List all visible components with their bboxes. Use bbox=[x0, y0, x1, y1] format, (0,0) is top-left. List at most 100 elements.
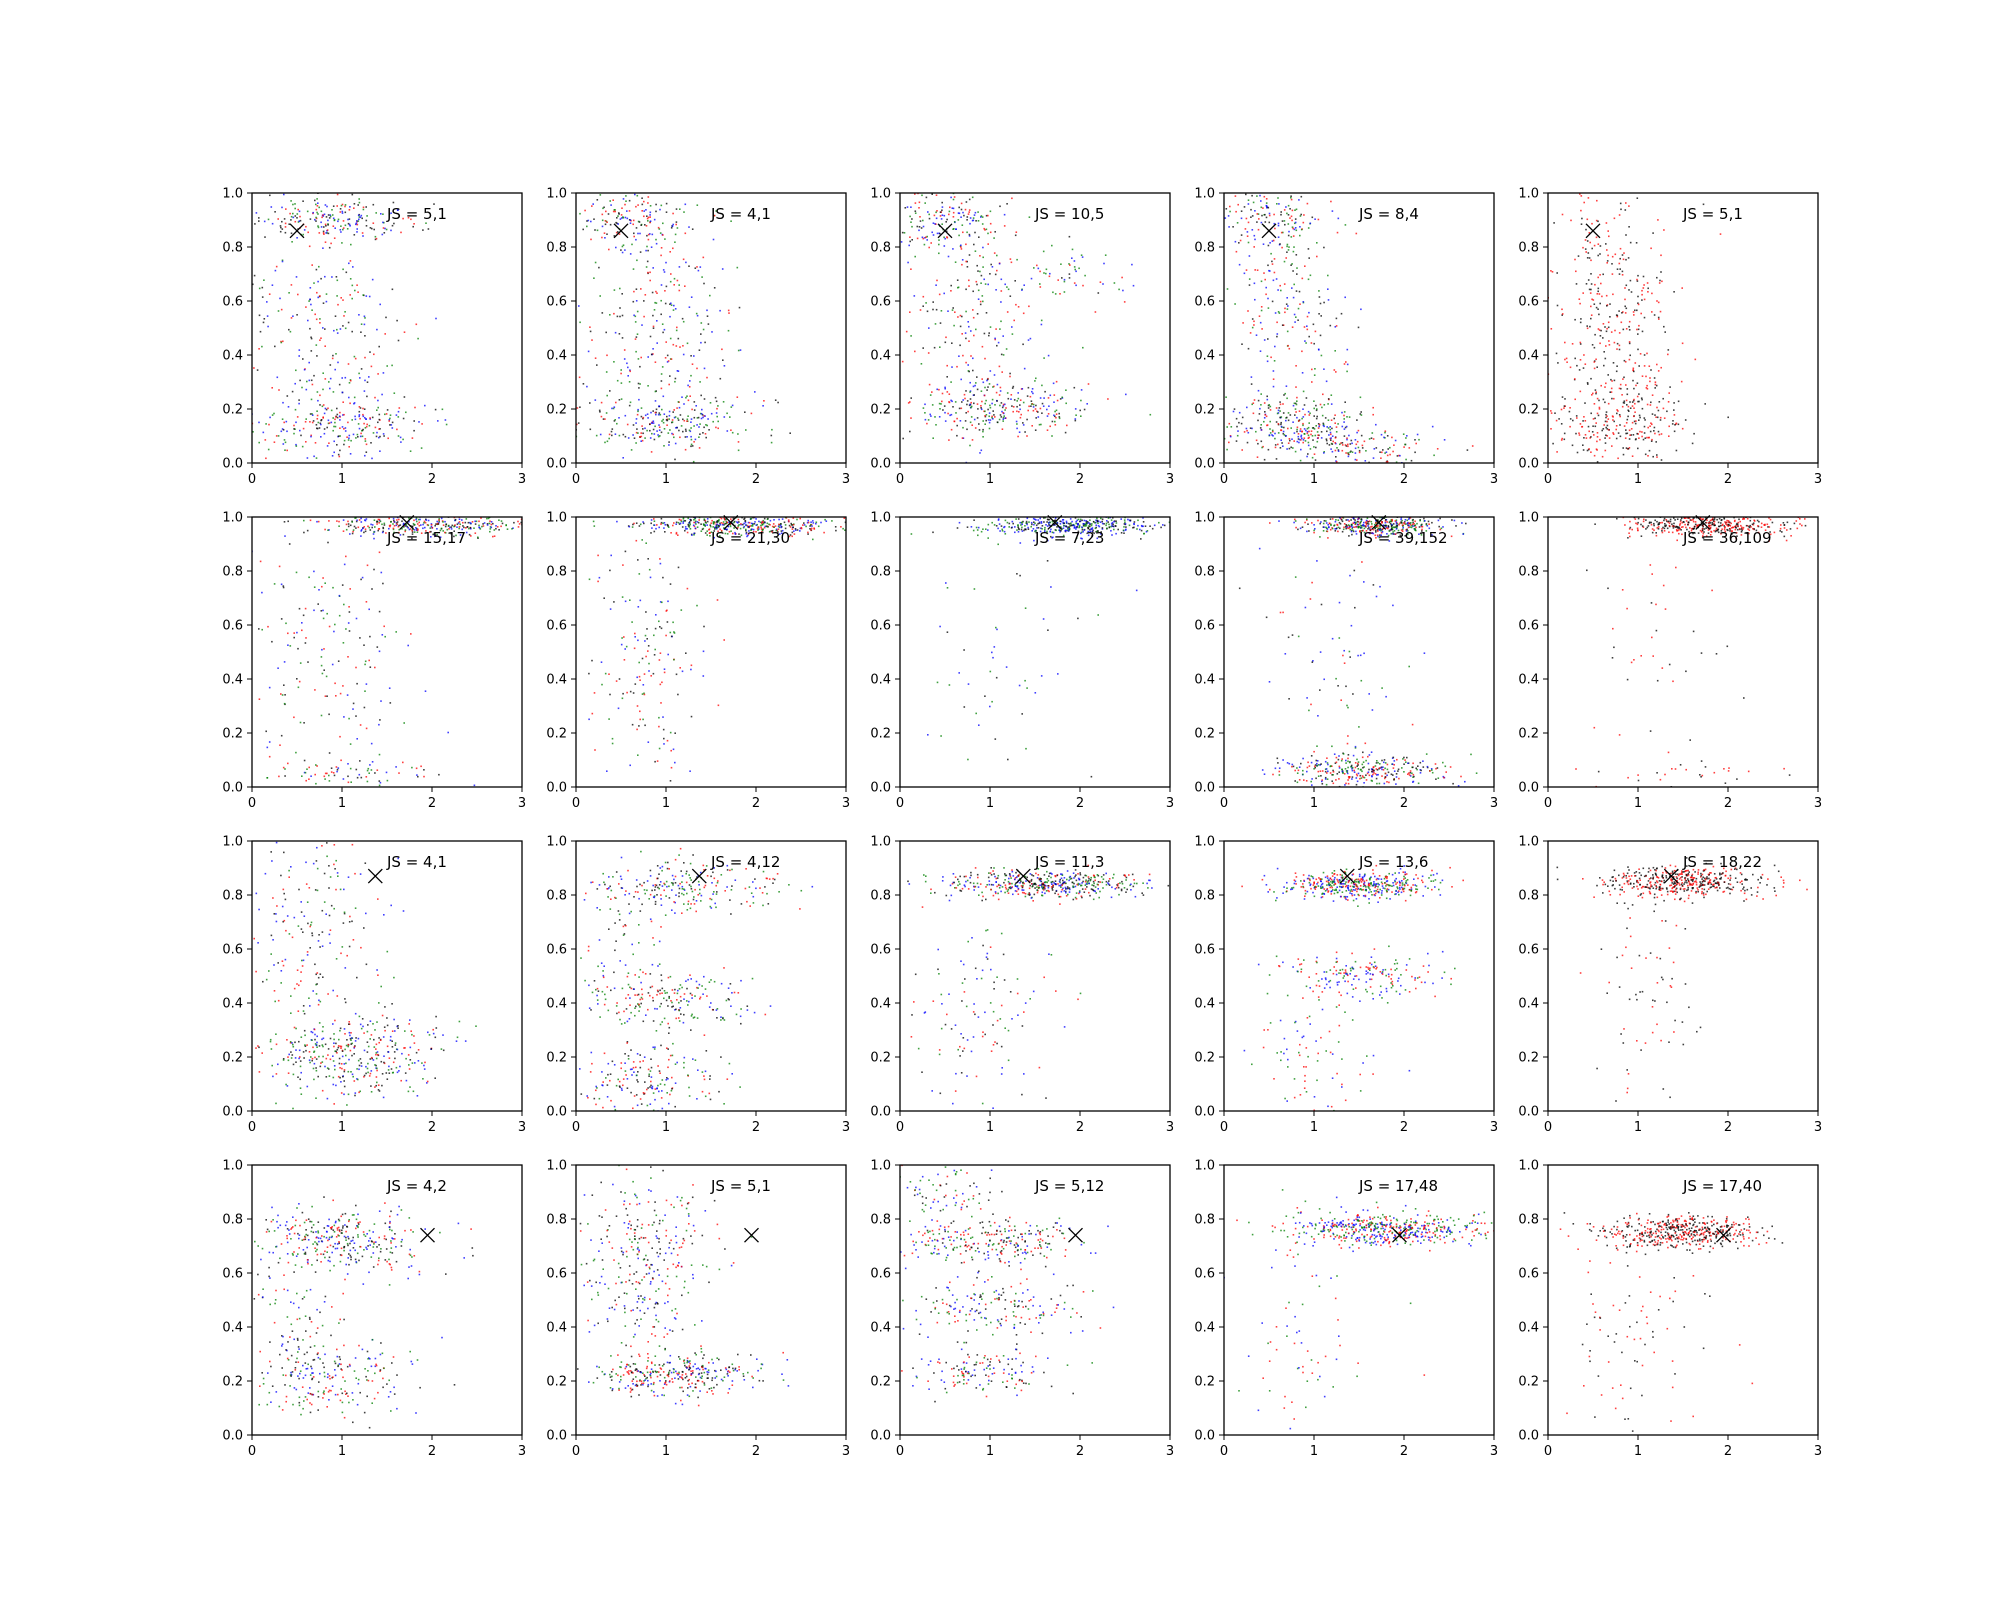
scatter-point bbox=[593, 525, 596, 527]
scatter-point bbox=[1246, 406, 1248, 409]
scatter-point bbox=[306, 210, 309, 213]
scatter-point bbox=[1236, 434, 1239, 437]
scatter-point bbox=[1303, 214, 1305, 216]
scatter-point bbox=[621, 637, 623, 639]
scatter-point bbox=[404, 530, 406, 533]
scatter-point bbox=[1303, 428, 1306, 430]
scatter-point bbox=[576, 423, 578, 426]
scatter-point bbox=[1609, 391, 1611, 393]
scatter-point bbox=[935, 194, 938, 196]
scatter-point bbox=[330, 771, 333, 773]
y-tick-label: 0.4 bbox=[222, 673, 243, 688]
scatter-point bbox=[338, 525, 340, 527]
scatter-point bbox=[1619, 247, 1622, 250]
scatter-point bbox=[1238, 242, 1240, 244]
scatter-point bbox=[939, 408, 941, 410]
scatter-point bbox=[1251, 318, 1254, 320]
scatter-point bbox=[1286, 243, 1289, 246]
scatter-point bbox=[661, 323, 664, 325]
scatter-point bbox=[314, 218, 316, 221]
y-tick-label: 0.0 bbox=[546, 457, 567, 472]
y-tick-label: 1.0 bbox=[222, 187, 243, 202]
scatter-point bbox=[775, 528, 778, 531]
scatter-point bbox=[1633, 370, 1635, 373]
scatter-point bbox=[1246, 231, 1249, 233]
scatter-point bbox=[1014, 234, 1017, 237]
scatter-point bbox=[310, 775, 312, 777]
js-annotation: JS = 15,17 bbox=[386, 529, 466, 547]
scatter-point bbox=[640, 224, 642, 226]
x-tick-label: 3 bbox=[1166, 472, 1174, 487]
scatter-point bbox=[1306, 328, 1309, 331]
scatter-point bbox=[1236, 425, 1238, 428]
scatter-point bbox=[1681, 287, 1683, 289]
scatter-point bbox=[356, 511, 358, 513]
scatter-point bbox=[265, 457, 267, 460]
scatter-point bbox=[470, 522, 472, 525]
scatter-point bbox=[914, 202, 917, 204]
x-tick-label: 0 bbox=[1544, 472, 1552, 487]
scatter-point bbox=[438, 519, 440, 521]
scatter-point bbox=[686, 528, 688, 530]
scatter-point bbox=[1595, 306, 1598, 309]
scatter-point bbox=[1590, 283, 1593, 285]
scatter-point bbox=[1315, 404, 1317, 407]
scatter-point bbox=[613, 361, 615, 363]
scatter-point bbox=[1260, 221, 1263, 224]
scatter-point bbox=[705, 436, 707, 439]
scatter-point bbox=[358, 314, 360, 316]
scatter-point bbox=[1631, 421, 1634, 424]
scatter-point bbox=[675, 221, 678, 223]
scatter-point bbox=[305, 441, 307, 443]
scatter-point bbox=[1074, 408, 1077, 410]
scatter-point bbox=[807, 531, 809, 534]
scatter-point bbox=[645, 542, 647, 544]
scatter-point bbox=[1254, 269, 1256, 271]
scatter-point bbox=[415, 517, 418, 520]
scatter-point bbox=[442, 524, 445, 526]
scatter-point bbox=[695, 809, 697, 811]
scatter-point bbox=[728, 510, 730, 512]
scatter-point bbox=[740, 523, 742, 526]
scatter-point bbox=[341, 210, 344, 213]
scatter-point bbox=[1618, 273, 1621, 275]
scatter-point bbox=[652, 410, 654, 412]
scatter-point bbox=[382, 372, 385, 374]
scatter-point bbox=[283, 521, 286, 523]
scatter-point bbox=[316, 198, 318, 200]
scatter-point bbox=[1245, 269, 1248, 271]
scatter-point bbox=[281, 259, 284, 262]
scatter-point bbox=[1626, 432, 1629, 435]
scatter-point bbox=[1667, 353, 1669, 356]
scatter-point bbox=[1075, 284, 1077, 287]
scatter-point bbox=[796, 529, 799, 531]
scatter-point bbox=[1258, 413, 1261, 415]
scatter-point bbox=[310, 350, 313, 352]
scatter-point bbox=[1054, 420, 1056, 423]
scatter-point bbox=[380, 571, 383, 574]
scatter-point bbox=[1227, 215, 1230, 217]
scatter-point bbox=[977, 211, 979, 213]
scatter-point bbox=[1632, 367, 1635, 370]
scatter-point bbox=[701, 528, 704, 531]
scatter-point bbox=[944, 341, 947, 344]
scatter-point bbox=[345, 555, 347, 558]
scatter-point bbox=[1543, 410, 1545, 412]
scatter-point bbox=[321, 585, 323, 588]
scatter-point bbox=[815, 522, 817, 525]
scatter-point bbox=[1623, 376, 1625, 379]
scatter-point bbox=[352, 530, 354, 533]
scatter-point bbox=[989, 326, 992, 328]
scatter-point bbox=[982, 428, 984, 431]
scatter-point bbox=[965, 337, 967, 340]
scatter-point bbox=[324, 582, 326, 584]
scatter-point bbox=[743, 525, 745, 528]
scatter-point bbox=[250, 232, 252, 234]
scatter-point bbox=[1308, 414, 1311, 416]
scatter-point bbox=[437, 523, 440, 525]
scatter-point bbox=[601, 236, 603, 239]
scatter-point bbox=[1048, 275, 1051, 278]
scatter-point bbox=[622, 564, 624, 566]
scatter-point bbox=[1625, 432, 1627, 435]
scatter-point bbox=[1622, 258, 1625, 261]
